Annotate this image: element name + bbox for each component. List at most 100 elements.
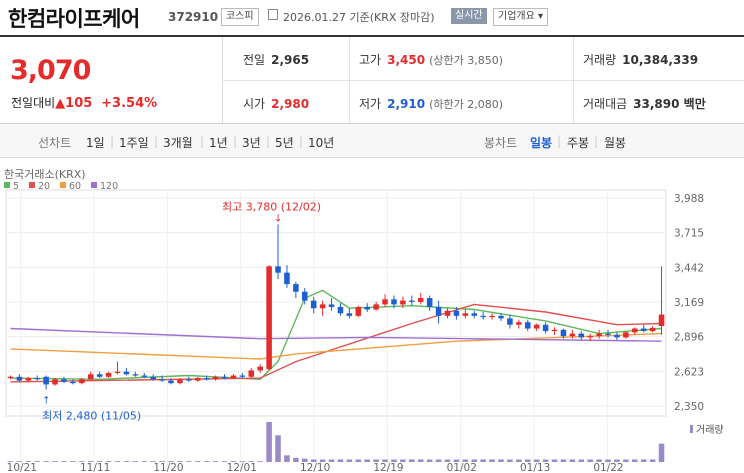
tab-monthly[interactable]: 월봉	[604, 136, 627, 150]
candle-body	[177, 379, 183, 384]
volume-bar	[275, 435, 281, 462]
volume-bar	[221, 461, 228, 462]
low-price: 저가 2,910 (하한가 2,080)	[359, 95, 503, 112]
tab-3y[interactable]: 3년	[242, 136, 261, 150]
candle-body	[524, 322, 531, 329]
volume-bar	[605, 459, 611, 462]
company-overview-button[interactable]: 기업개요 ▾	[493, 8, 548, 26]
candle-body	[337, 306, 344, 314]
high-label: 고가	[359, 53, 382, 67]
candle-body	[284, 272, 290, 285]
trade-amount: 거래대금 33,890 백만	[583, 95, 706, 112]
tab-daily[interactable]: 일봉	[530, 136, 553, 150]
candle-body	[293, 284, 299, 292]
candle-body	[302, 291, 308, 301]
volume-bar	[328, 459, 335, 462]
realtime-button[interactable]: 실시간	[451, 8, 487, 24]
volume-bar	[560, 459, 567, 462]
volume-bar	[114, 461, 121, 462]
candle-body	[560, 329, 567, 337]
candle-body	[114, 371, 121, 373]
candle-chart-label: 봉차트	[484, 136, 518, 150]
volume-bar	[150, 461, 156, 462]
tab-separator: |	[233, 134, 238, 148]
low-annotation: 최저 2,480 (11/05)	[42, 409, 141, 422]
tab-5y[interactable]: 5년	[275, 136, 294, 150]
candle-body	[373, 304, 379, 310]
candle-body	[34, 378, 40, 380]
candle-body	[578, 333, 585, 338]
candle-body	[444, 310, 451, 316]
candle-body	[498, 315, 504, 319]
legend-swatch-20	[29, 182, 35, 188]
volume-bar	[409, 459, 415, 462]
tab-1w[interactable]: 1주일	[119, 136, 149, 150]
line-chart-label: 선차트	[38, 136, 72, 150]
volume-bar	[43, 461, 49, 462]
tab-separator: |	[200, 134, 205, 148]
volume-bar	[34, 461, 40, 462]
volume-bar	[257, 461, 263, 462]
candle-body	[266, 266, 272, 370]
volume-bar	[310, 459, 317, 462]
volume-bar	[230, 461, 237, 462]
x-tick-label: 10/21	[7, 462, 37, 473]
volume-bar	[658, 443, 665, 462]
volume-bar	[105, 461, 112, 462]
volume-bar	[632, 459, 638, 462]
candle-body	[417, 298, 424, 302]
volume-bar	[462, 459, 469, 462]
x-tick-label: 12/01	[227, 462, 257, 473]
candle-body	[605, 333, 611, 335]
tab-3m[interactable]: 3개월	[163, 136, 193, 150]
candle-body	[658, 314, 665, 326]
tab-1y[interactable]: 1년	[209, 136, 228, 150]
tab-10y[interactable]: 10년	[308, 136, 335, 150]
volume-bar	[551, 459, 558, 462]
stock-chart[interactable]: 한국거래소(KRX)5 20 60 120 3,988 3,715 3,442 3,169 2,…	[0, 160, 744, 473]
ma-line-20	[10, 303, 662, 383]
header: 한컴라이프케어 372910 코스피 2026.01.27 기준(KRX 장마감…	[0, 0, 744, 34]
candle-body	[150, 376, 156, 380]
ma-line-5	[10, 289, 662, 381]
ma-line-60	[10, 332, 662, 360]
data-source: 한국거래소(KRX)	[4, 168, 86, 181]
open-price: 시가 2,980	[243, 95, 309, 112]
volume-bar	[382, 459, 388, 462]
volume-bar	[96, 461, 103, 462]
amount-value: 33,890 백만	[633, 97, 706, 111]
candle-body	[25, 378, 32, 381]
volume-bar	[480, 459, 486, 462]
candle-body	[79, 379, 85, 384]
candle-body	[275, 266, 281, 273]
volume-bar	[426, 459, 433, 462]
volume-bar	[614, 459, 620, 462]
volume-bar	[248, 461, 255, 462]
low-value: 2,910	[387, 97, 426, 111]
prev-value: 2,965	[271, 53, 310, 67]
company-name: 한컴라이프케어	[8, 7, 140, 31]
tab-weekly[interactable]: 주봉	[567, 136, 590, 150]
candle-body	[248, 370, 255, 377]
tab-1d[interactable]: 1일	[86, 136, 105, 150]
candle-body	[480, 315, 486, 318]
volume-bar	[649, 459, 656, 462]
amount-label: 거래대금	[583, 97, 628, 111]
volume-bar	[453, 459, 460, 462]
legend-label-20: 20	[38, 181, 50, 192]
candle-body	[391, 299, 397, 305]
volume-bar	[569, 459, 576, 462]
change-percent: +3.54%	[101, 96, 158, 111]
candle-body	[462, 313, 469, 316]
plot-area	[5, 189, 667, 417]
legend-swatch-120	[91, 182, 97, 188]
candle-body	[132, 374, 139, 376]
volume-bar	[168, 461, 174, 462]
tab-separator: |	[110, 134, 115, 148]
candle-body	[328, 304, 335, 307]
volume-bar	[293, 457, 299, 462]
legend-label-5: 5	[13, 181, 19, 192]
volume-label: 거래량	[696, 424, 724, 436]
x-tick-label: 01/02	[447, 462, 477, 473]
low-label: 저가	[359, 97, 382, 111]
